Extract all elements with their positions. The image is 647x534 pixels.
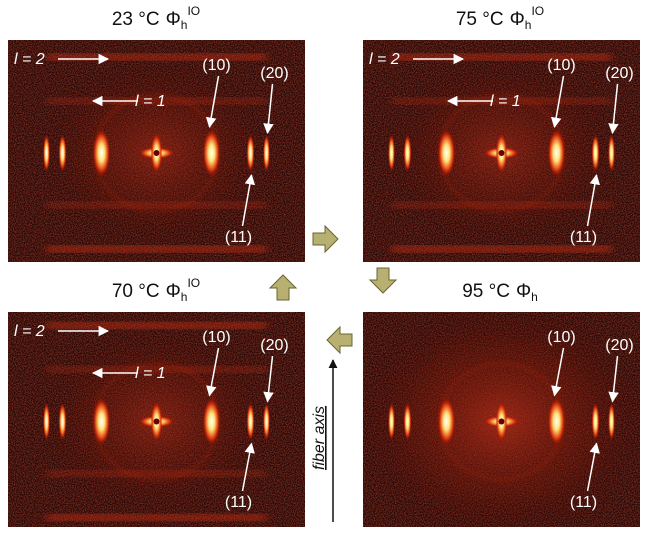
- reflection-20: [388, 403, 395, 441]
- reflection-11: [247, 403, 255, 441]
- reflection-20: [388, 134, 395, 172]
- peak-label: (11): [225, 494, 252, 511]
- reflection-20: [263, 134, 270, 172]
- layer-label: l = 1: [135, 365, 166, 382]
- peak-label: (20): [260, 65, 288, 82]
- center: [154, 150, 160, 156]
- layer-line: [47, 246, 267, 252]
- layer-label: l = 2: [14, 323, 45, 340]
- reflection-10: [438, 129, 456, 177]
- peak-label: (11): [570, 229, 597, 246]
- title-sup: IO: [187, 276, 200, 290]
- diffraction-panel: 23 °C ΦhIO l = 2 l = 1 (10) (20) (11): [8, 4, 305, 262]
- peak-label: (10): [202, 57, 230, 74]
- panel-title: 23 °C ΦhIO: [112, 4, 200, 32]
- reflection-10: [203, 129, 221, 177]
- peak-label: (10): [202, 329, 230, 346]
- title-temp: 70 °C: [112, 281, 160, 302]
- diffraction-panel: 75 °C ΦhIO l = 2 l = 1 (10) (20) (11): [363, 4, 640, 262]
- layer-label: l = 2: [14, 51, 45, 68]
- reflection-11: [404, 134, 412, 172]
- title-sub: h: [181, 18, 188, 32]
- title-symbol: Φ: [516, 281, 531, 302]
- title-sub: h: [525, 18, 532, 32]
- reflection-11: [59, 403, 67, 441]
- reflection-20: [608, 134, 615, 172]
- reflection-10: [93, 398, 111, 446]
- layer-line: [47, 515, 267, 521]
- title-sup: IO: [531, 4, 544, 18]
- reflection-11: [592, 134, 600, 172]
- reflection-10: [548, 398, 566, 446]
- title-sub: h: [531, 290, 538, 304]
- reflection-11: [592, 403, 600, 441]
- reflection-11: [247, 134, 255, 172]
- title-symbol: Φ: [166, 9, 181, 30]
- layer-line: [47, 471, 267, 477]
- reflection-10: [93, 129, 111, 177]
- peak-label: (20): [605, 65, 633, 82]
- peak-label: (10): [547, 329, 575, 346]
- figure: fiber axis 23 °CΦhIOl = 2l = 1(10)(20)(1…: [0, 0, 647, 534]
- title-temp: 75 °C: [456, 9, 504, 30]
- reflection-20: [608, 403, 615, 441]
- arrow-down: [370, 268, 396, 293]
- fiber-axis: fiber axis: [311, 360, 333, 522]
- peak-label: (11): [570, 494, 597, 511]
- fiber-axis-label: fiber axis: [311, 406, 328, 470]
- panel-title: 95 °C Φh: [462, 281, 538, 304]
- pattern: [363, 40, 640, 262]
- title-symbol: Φ: [510, 9, 525, 30]
- center: [154, 419, 160, 425]
- panel-title: 75 °C ΦhIO: [456, 4, 544, 32]
- peak-label: (11): [225, 229, 252, 246]
- peak-label: (20): [260, 337, 288, 354]
- title-symbol: Φ: [166, 281, 181, 302]
- reflection-10: [438, 398, 456, 446]
- layer-label: l = 2: [369, 51, 400, 68]
- diffraction-panel: 95 °C Φh (10) (20) (11): [352, 281, 647, 534]
- arrow-left: [327, 327, 352, 353]
- layer-label: l = 1: [135, 93, 166, 110]
- reflection-10: [203, 398, 221, 446]
- layer-line: [47, 202, 267, 208]
- peak-label: (10): [547, 57, 575, 74]
- title-sub: h: [181, 290, 188, 304]
- layer-line: [392, 246, 612, 252]
- reflection-20: [43, 134, 50, 172]
- pattern: [352, 302, 647, 534]
- layer-line: [392, 202, 612, 208]
- reflection-10: [548, 129, 566, 177]
- reflection-11: [59, 134, 67, 172]
- reflection-11: [404, 403, 412, 441]
- title-temp: 23 °C: [112, 9, 160, 30]
- title-temp: 95 °C: [462, 281, 510, 302]
- center: [499, 150, 505, 156]
- panel-title: 70 °C ΦhIO: [112, 276, 200, 304]
- reflection-20: [43, 403, 50, 441]
- arrow-right: [313, 226, 338, 252]
- layer-line: [47, 323, 267, 329]
- diffraction-panel: 70 °C ΦhIO l = 2 l = 1 (10) (20) (11): [8, 276, 305, 527]
- arrow-up: [270, 275, 296, 300]
- center: [499, 419, 505, 425]
- layer-label: l = 1: [490, 93, 521, 110]
- peak-label: (20): [605, 337, 633, 354]
- title-sup: IO: [187, 4, 200, 18]
- reflection-20: [263, 403, 270, 441]
